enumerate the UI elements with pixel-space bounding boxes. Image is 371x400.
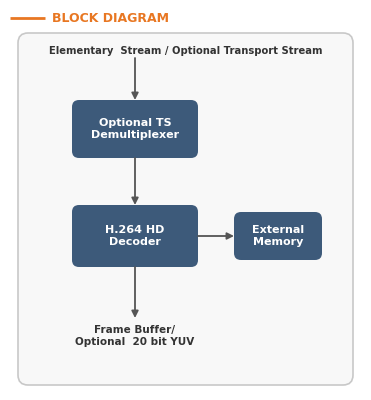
FancyBboxPatch shape bbox=[72, 205, 198, 267]
Text: External
Memory: External Memory bbox=[252, 225, 304, 247]
Text: H.264 HD
Decoder: H.264 HD Decoder bbox=[105, 225, 165, 247]
Text: Elementary  Stream / Optional Transport Stream: Elementary Stream / Optional Transport S… bbox=[49, 46, 322, 56]
Text: Optional TS
Demultiplexer: Optional TS Demultiplexer bbox=[91, 118, 179, 140]
FancyBboxPatch shape bbox=[72, 100, 198, 158]
FancyBboxPatch shape bbox=[234, 212, 322, 260]
FancyBboxPatch shape bbox=[18, 33, 353, 385]
Text: BLOCK DIAGRAM: BLOCK DIAGRAM bbox=[52, 12, 169, 24]
Text: Frame Buffer/
Optional  20 bit YUV: Frame Buffer/ Optional 20 bit YUV bbox=[75, 325, 195, 346]
